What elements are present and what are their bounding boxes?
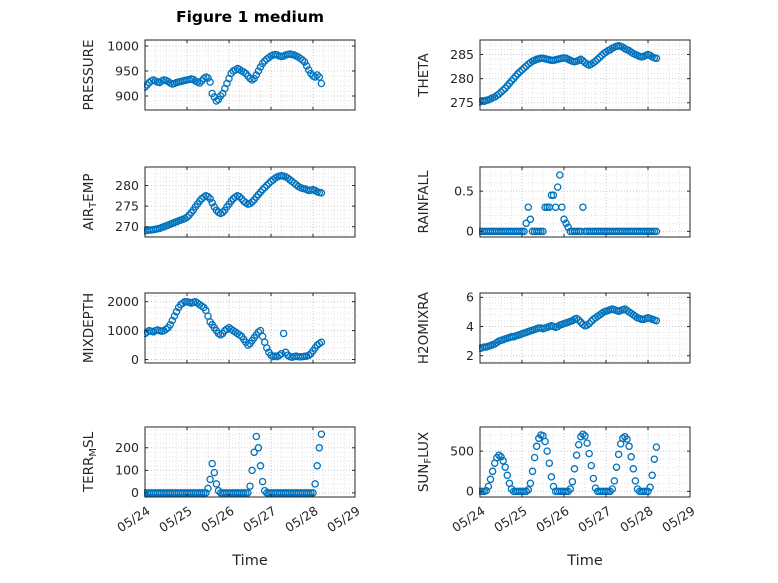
figure-title: Figure 1 medium: [175, 8, 325, 26]
tick-marks: [144, 427, 356, 497]
svg-text:05/28: 05/28: [617, 503, 655, 535]
svg-text:280: 280: [450, 71, 474, 86]
axes-box: [479, 166, 691, 238]
svg-text:950: 950: [115, 63, 139, 78]
scatter-points: [144, 50, 326, 105]
subplot-theta: 275 280 285 THETA: [416, 39, 691, 111]
tick-marks: [144, 40, 356, 110]
svg-text:05/24: 05/24: [114, 503, 152, 535]
y-axis-label: H2OMIXRA: [416, 291, 432, 364]
subplot-air-temp: 270 275 280 AIRTEMP: [81, 166, 356, 238]
y-tick-labels: 270 275 280: [115, 178, 139, 234]
subplot-h2omixra: 2 4 6 H2OMIXRA: [416, 290, 691, 364]
axes-box: [144, 426, 356, 498]
scatter-points: [479, 42, 661, 106]
y-axis-label: TERRMSL: [81, 431, 99, 493]
y-axis-label: RAINFALL: [416, 170, 432, 233]
svg-text:285: 285: [450, 47, 474, 62]
y-tick-labels: 0 500: [450, 443, 474, 498]
svg-text:0: 0: [466, 484, 474, 499]
svg-text:05/29: 05/29: [324, 503, 362, 535]
y-tick-labels: 2 4 6: [466, 290, 474, 363]
svg-text:0: 0: [131, 485, 139, 500]
svg-text:0: 0: [466, 224, 474, 239]
svg-text:900: 900: [115, 88, 139, 103]
axes-box: [479, 39, 691, 111]
axes-box: [479, 292, 691, 364]
svg-text:200: 200: [115, 440, 139, 455]
tick-marks: [479, 293, 691, 363]
y-tick-labels: 900 950 1000: [107, 38, 139, 103]
svg-text:05/28: 05/28: [282, 503, 320, 535]
subplot-terr-msl: 0 100 200 05/24 05/25 05/26 05/27 05/28 05/29 TER…: [81, 426, 363, 535]
svg-text:275: 275: [450, 95, 474, 110]
subplot-mixdepth: 0 1000 2000 MIXDEPTH: [81, 292, 356, 367]
grid: [144, 293, 356, 363]
svg-text:05/27: 05/27: [575, 503, 613, 535]
tick-marks: [144, 293, 356, 363]
y-axis-label: MIXDEPTH: [81, 293, 97, 363]
axes-box: [144, 39, 356, 111]
svg-text:4: 4: [466, 319, 474, 334]
svg-text:0.5: 0.5: [454, 183, 474, 198]
scatter-points: [479, 430, 661, 496]
subplot-pressure: 900 950 1000 PRESSURE: [81, 38, 356, 111]
y-axis-label: PRESSURE: [81, 40, 97, 111]
x-axis-label: Time: [567, 553, 603, 569]
tick-marks: [479, 427, 691, 497]
svg-text:05/25: 05/25: [156, 503, 194, 535]
x-tick-labels: 05/24 05/25 05/26 05/27 05/28 05/29: [114, 503, 362, 535]
svg-text:500: 500: [450, 443, 474, 458]
grid: [144, 167, 356, 237]
axes-box: [479, 426, 691, 498]
y-tick-labels: 00.5: [454, 183, 474, 238]
svg-text:280: 280: [115, 178, 139, 193]
y-tick-labels: 275 280 285: [450, 47, 474, 110]
svg-text:05/27: 05/27: [240, 503, 278, 535]
svg-text:100: 100: [115, 463, 139, 478]
scatter-points: [144, 297, 326, 361]
svg-text:0: 0: [131, 352, 139, 367]
tick-marks: [479, 40, 691, 110]
svg-text:05/26: 05/26: [533, 503, 571, 535]
svg-text:275: 275: [115, 198, 139, 213]
x-axis-label: Time: [232, 553, 268, 569]
svg-text:270: 270: [115, 219, 139, 234]
svg-text:05/25: 05/25: [491, 503, 529, 535]
y-axis-label: SUNFLUX: [416, 432, 434, 492]
scatter-points: [144, 171, 326, 235]
y-tick-labels: 0 100 200: [115, 440, 139, 500]
svg-text:05/24: 05/24: [449, 503, 487, 535]
y-axis-label: THETA: [416, 53, 432, 98]
axes-box: [144, 166, 356, 238]
y-tick-labels: 0 1000 2000: [107, 294, 139, 367]
axes-box: [144, 292, 356, 364]
tick-marks: [479, 167, 691, 237]
svg-text:05/29: 05/29: [659, 503, 697, 535]
tick-marks: [144, 167, 356, 237]
subplot-sun-flux: 0 500 05/24 05/25 05/26 05/27 05/28 05/29 SUNFLU…: [416, 426, 698, 535]
svg-text:2000: 2000: [107, 294, 139, 309]
svg-text:1000: 1000: [107, 323, 139, 338]
svg-text:6: 6: [466, 290, 474, 305]
y-axis-label: AIRTEMP: [81, 173, 99, 230]
svg-text:1000: 1000: [107, 38, 139, 53]
svg-text:05/26: 05/26: [198, 503, 236, 535]
x-tick-labels: 05/24 05/25 05/26 05/27 05/28 05/29: [449, 503, 697, 535]
svg-text:2: 2: [466, 348, 474, 363]
